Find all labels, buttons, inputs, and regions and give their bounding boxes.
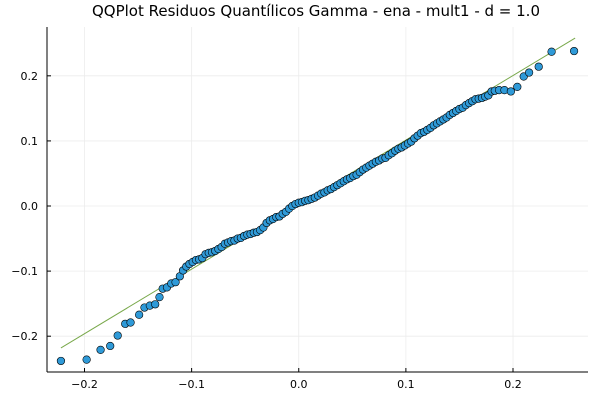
y-tick-label: 0.0 <box>21 200 39 213</box>
grid-lines <box>47 27 588 372</box>
data-point <box>56 356 66 366</box>
data-point <box>82 355 91 364</box>
axes <box>46 27 588 373</box>
x-tick-label: 0.1 <box>397 378 415 391</box>
data-point <box>534 62 543 71</box>
x-tick-label: −0.2 <box>71 378 98 391</box>
x-tick-label: −0.1 <box>178 378 205 391</box>
data-point <box>126 318 135 327</box>
data-point <box>151 300 160 309</box>
data-point <box>524 68 534 77</box>
data-point <box>135 310 144 319</box>
data-point <box>171 278 180 287</box>
data-point <box>155 293 164 302</box>
tick-labels: −0.2 −0.1 0.0 0.1 0.2 −0.2 −0.1 0.0 0.1 0.2 <box>11 70 521 391</box>
y-tick-label: 0.2 <box>21 70 39 83</box>
data-points <box>56 46 579 366</box>
data-point <box>506 87 515 96</box>
data-point <box>96 345 105 354</box>
data-point <box>547 47 556 56</box>
y-tick-label: 0.1 <box>21 135 39 148</box>
chart-title: QQPlot Residuos Quantílicos Gamma - ena … <box>92 2 540 20</box>
y-tick-label: −0.2 <box>11 330 38 343</box>
data-point <box>569 46 579 56</box>
x-tick-label: 0.2 <box>504 378 522 391</box>
y-tick-label: −0.1 <box>11 265 38 278</box>
x-tick-label: 0.0 <box>290 378 308 391</box>
data-point <box>113 331 122 340</box>
data-point <box>513 82 522 91</box>
data-point <box>106 341 115 351</box>
